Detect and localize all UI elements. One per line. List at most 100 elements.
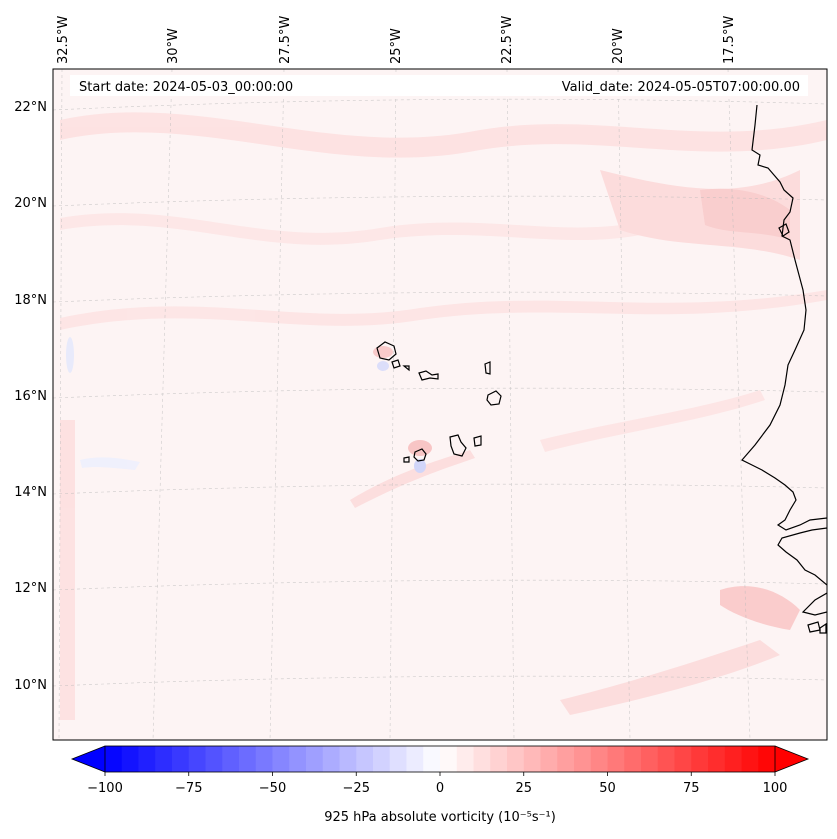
colorbar-segment [105, 746, 123, 772]
colorbar-segment [172, 746, 190, 772]
meridian-17.5W [727, 69, 751, 740]
lat-label: 16°N [14, 389, 47, 404]
island-boa-vista [486, 390, 502, 406]
vorticity-field [60, 112, 827, 720]
island-brava [403, 456, 410, 463]
colorbar-segment [339, 746, 357, 772]
africa-coastline [801, 592, 827, 616]
coastlines [376, 104, 827, 634]
colorbar-segment [540, 746, 558, 772]
colorbar-segments [105, 746, 776, 772]
parallel-14N [53, 483, 827, 495]
latitude-labels: 22°N 20°N 18°N 16°N 14°N 12°N 10°N [14, 100, 47, 693]
vorticity-maximum [373, 346, 393, 358]
map-frame [52, 68, 828, 741]
parallel-16N [53, 387, 827, 399]
colorbar-segment [590, 746, 609, 772]
colorbar-tick-label: 50 [599, 781, 616, 796]
graticule [53, 69, 827, 740]
meridian-32.5W [58, 69, 63, 740]
colorbar-segment [557, 746, 575, 772]
map-panel: Start date: 2024-05-03_00:00:00 Valid_da… [53, 69, 827, 740]
parallel-10N [53, 675, 827, 687]
colorbar-segment [724, 746, 743, 772]
colorbar-tick-label: −50 [259, 781, 286, 796]
meridian-30W [152, 69, 173, 740]
colorbar-segment [289, 746, 307, 772]
colorbar-segment [641, 746, 659, 772]
meridian-27.5W [269, 69, 285, 740]
lat-label: 14°N [14, 485, 47, 500]
colorbar-segment [574, 746, 592, 772]
negative-vorticity-band [66, 337, 74, 373]
colorbar-min-extension [72, 746, 105, 772]
colorbar-segment [356, 746, 374, 772]
colorbar-segment [607, 746, 625, 772]
meridian-22.5W [506, 69, 515, 740]
vorticity-minimum [377, 361, 389, 371]
meridian-20W [617, 69, 631, 740]
positive-vorticity-band [540, 390, 765, 452]
lat-label: 22°N [14, 100, 47, 115]
colorbar-segment [708, 746, 726, 772]
lon-label: 17.5°W [722, 16, 737, 64]
island-santiago [449, 434, 467, 457]
africa-coastline [777, 527, 827, 586]
colorbar-ticks [104, 772, 776, 776]
colorbar-tick-labels: −100 −75 −50 −25 0 25 50 75 100 [87, 781, 787, 796]
colorbar-segment [691, 746, 709, 772]
island-sao-nicolau [418, 370, 439, 381]
lon-label: 22.5°W [500, 16, 515, 64]
colorbar-segment [423, 746, 441, 772]
colorbar-segment [440, 746, 458, 772]
negative-vorticity-band [80, 457, 140, 470]
colorbar-max-extension [775, 746, 808, 772]
colorbar-tick-label: 100 [763, 781, 788, 796]
africa-coastline [741, 104, 827, 531]
parallel-22N [53, 98, 827, 111]
date-strip [70, 75, 808, 96]
island-fogo [413, 448, 427, 462]
lon-label: 27.5°W [278, 16, 293, 64]
longitude-labels: 32.5°W 30°W 27.5°W 25°W 22.5°W 20°W 17.5… [56, 16, 737, 64]
colorbar-segment [473, 746, 491, 772]
bissagos-island [819, 622, 827, 634]
colorbar-tick-label: −100 [87, 781, 123, 796]
colorbar-tick-label: −25 [343, 781, 370, 796]
start-date-label: Start date: 2024-05-03_00:00:00 [79, 80, 293, 95]
colorbar-segment [507, 746, 525, 772]
positive-vorticity-band [60, 420, 75, 720]
island-santo-antao [376, 341, 397, 361]
valid-date-label: Valid_date: 2024-05-05T07:00:00.00 [562, 80, 800, 95]
colorbar-segment [239, 746, 257, 772]
colorbar-tick-label: −75 [175, 781, 202, 796]
island-santa-luzia [402, 365, 410, 372]
lon-label: 20°W [611, 28, 626, 64]
lat-label: 18°N [14, 293, 47, 308]
colorbar-segment [490, 746, 508, 772]
colorbar-segment [523, 746, 542, 772]
positive-vorticity-band [720, 586, 800, 630]
colorbar-segment [255, 746, 274, 772]
colorbar-segment [624, 746, 642, 772]
colorbar-segment [138, 746, 156, 772]
colorbar-segment [205, 746, 223, 772]
parallel-18N [53, 291, 827, 303]
colorbar-segment [674, 746, 692, 772]
arguin-island [778, 223, 790, 237]
colorbar-tick-label: 75 [683, 781, 700, 796]
lat-label: 12°N [14, 581, 47, 596]
colorbar-segment [741, 746, 759, 772]
colorbar-segment [121, 746, 140, 772]
colorbar-segment [657, 746, 676, 772]
parallel-20N [53, 195, 827, 207]
colorbar-segment [272, 746, 290, 772]
colorbar-tick-label: 0 [436, 781, 444, 796]
colorbar: −100 −75 −50 −25 0 25 50 75 100 925 hPa … [70, 745, 810, 825]
parallel-12N [53, 579, 827, 591]
positive-vorticity-band [60, 290, 827, 330]
colorbar-segment [306, 746, 324, 772]
colorbar-label: 925 hPa absolute vorticity (10⁻⁵s⁻¹) [324, 810, 556, 825]
lon-label: 25°W [389, 28, 404, 64]
